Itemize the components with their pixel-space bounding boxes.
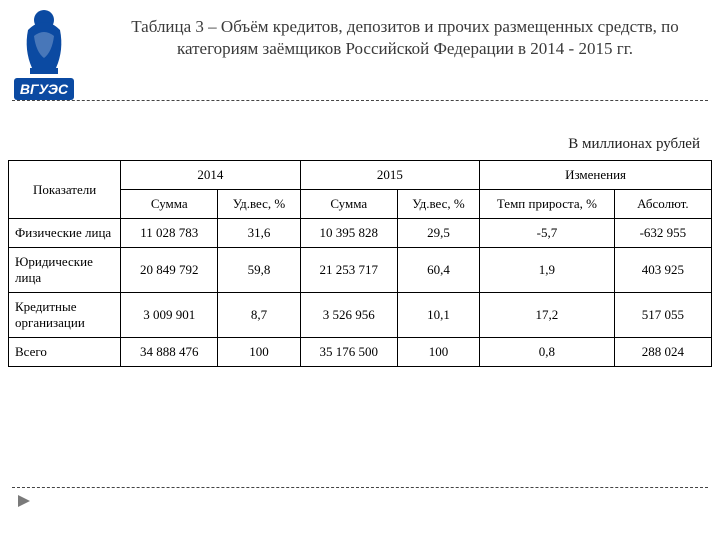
- col-sum-2015: Сумма: [300, 190, 397, 219]
- table-row: Физические лица 11 028 783 31,6 10 395 8…: [9, 219, 712, 248]
- row-label: Кредитные организации: [9, 293, 121, 338]
- credit-table: Показатели 2014 2015 Изменения Сумма Уд.…: [8, 160, 712, 367]
- cell: 10 395 828: [300, 219, 397, 248]
- table-row: Кредитные организации 3 009 901 8,7 3 52…: [9, 293, 712, 338]
- cell: 403 925: [614, 248, 711, 293]
- row-label: Всего: [9, 338, 121, 367]
- page-title: Таблица 3 – Объём кредитов, депозитов и …: [110, 16, 700, 60]
- cell: 3 526 956: [300, 293, 397, 338]
- col-growth: Темп прироста, %: [480, 190, 615, 219]
- cell: 8,7: [218, 293, 300, 338]
- cell: 10,1: [397, 293, 479, 338]
- cell: 34 888 476: [121, 338, 218, 367]
- play-icon: [18, 494, 30, 511]
- title-line-2: категориям заёмщиков Российской Федераци…: [110, 38, 700, 60]
- table-header-row-1: Показатели 2014 2015 Изменения: [9, 161, 712, 190]
- cell: 21 253 717: [300, 248, 397, 293]
- cell: 20 849 792: [121, 248, 218, 293]
- cell: 60,4: [397, 248, 479, 293]
- cell: 0,8: [480, 338, 615, 367]
- cell: 3 009 901: [121, 293, 218, 338]
- cell: 1,9: [480, 248, 615, 293]
- cell: -5,7: [480, 219, 615, 248]
- footer-divider: [12, 487, 708, 512]
- cell: 29,5: [397, 219, 479, 248]
- col-sum-2014: Сумма: [121, 190, 218, 219]
- divider-top: [12, 100, 708, 101]
- col-weight-2014: Уд.вес, %: [218, 190, 300, 219]
- row-label: Юридические лица: [9, 248, 121, 293]
- title-line-1: Таблица 3 – Объём кредитов, депозитов и …: [131, 17, 679, 36]
- cell: 100: [218, 338, 300, 367]
- cell: 59,8: [218, 248, 300, 293]
- col-changes: Изменения: [480, 161, 712, 190]
- row-label: Физические лица: [9, 219, 121, 248]
- cell: 31,6: [218, 219, 300, 248]
- col-2014: 2014: [121, 161, 300, 190]
- col-abs: Абсолют.: [614, 190, 711, 219]
- cell: 100: [397, 338, 479, 367]
- unit-note: В миллионах рублей: [568, 136, 700, 153]
- col-2015: 2015: [300, 161, 479, 190]
- col-weight-2015: Уд.вес, %: [397, 190, 479, 219]
- cell: 288 024: [614, 338, 711, 367]
- col-indicator: Показатели: [9, 161, 121, 219]
- cell: 35 176 500: [300, 338, 397, 367]
- cell: 17,2: [480, 293, 615, 338]
- table-row: Юридические лица 20 849 792 59,8 21 253 …: [9, 248, 712, 293]
- table-body: Физические лица 11 028 783 31,6 10 395 8…: [9, 219, 712, 367]
- university-logo: ВГУЭС: [12, 6, 76, 106]
- cell: -632 955: [614, 219, 711, 248]
- cell: 11 028 783: [121, 219, 218, 248]
- logo-text: ВГУЭС: [20, 81, 69, 97]
- credit-table-container: Показатели 2014 2015 Изменения Сумма Уд.…: [8, 160, 712, 367]
- table-row: Всего 34 888 476 100 35 176 500 100 0,8 …: [9, 338, 712, 367]
- cell: 517 055: [614, 293, 711, 338]
